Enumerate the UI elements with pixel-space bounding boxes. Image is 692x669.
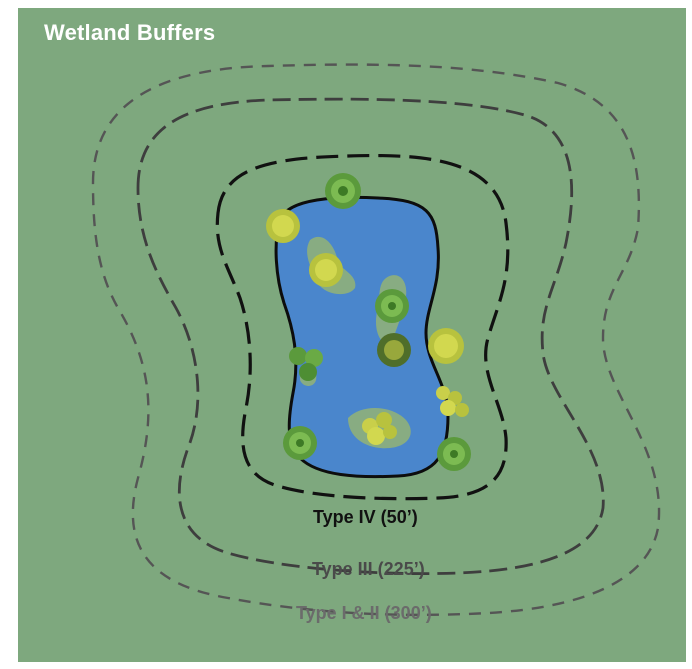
buffer-label-type-4: Type IV (50’) xyxy=(313,507,418,527)
tree-icon xyxy=(428,328,464,364)
diagram-canvas: Wetland Buffers xyxy=(18,8,686,662)
tree-icon xyxy=(377,333,411,367)
shrub-icon xyxy=(289,347,323,381)
wetland-buffer-diagram: Type IV (50’) Type III (225’) Type I & I… xyxy=(91,63,661,623)
buffer-type-1-2-line xyxy=(91,63,661,617)
buffer-label-type-3: Type III (225’) xyxy=(312,559,425,579)
tree-icon xyxy=(375,289,409,323)
tree-icon xyxy=(283,426,317,460)
tree-icon xyxy=(325,173,361,209)
buffer-type-4-line xyxy=(215,153,510,501)
diagram-title: Wetland Buffers xyxy=(44,20,216,45)
buffer-type-3-line xyxy=(136,97,605,576)
shrub-icon xyxy=(362,412,397,445)
tree-icon xyxy=(437,437,471,471)
tree-icon xyxy=(309,253,343,287)
shrub-icon xyxy=(436,386,469,417)
tree-icon xyxy=(266,209,300,243)
buffer-label-type-1-2: Type I & II (300’) xyxy=(296,603,432,623)
